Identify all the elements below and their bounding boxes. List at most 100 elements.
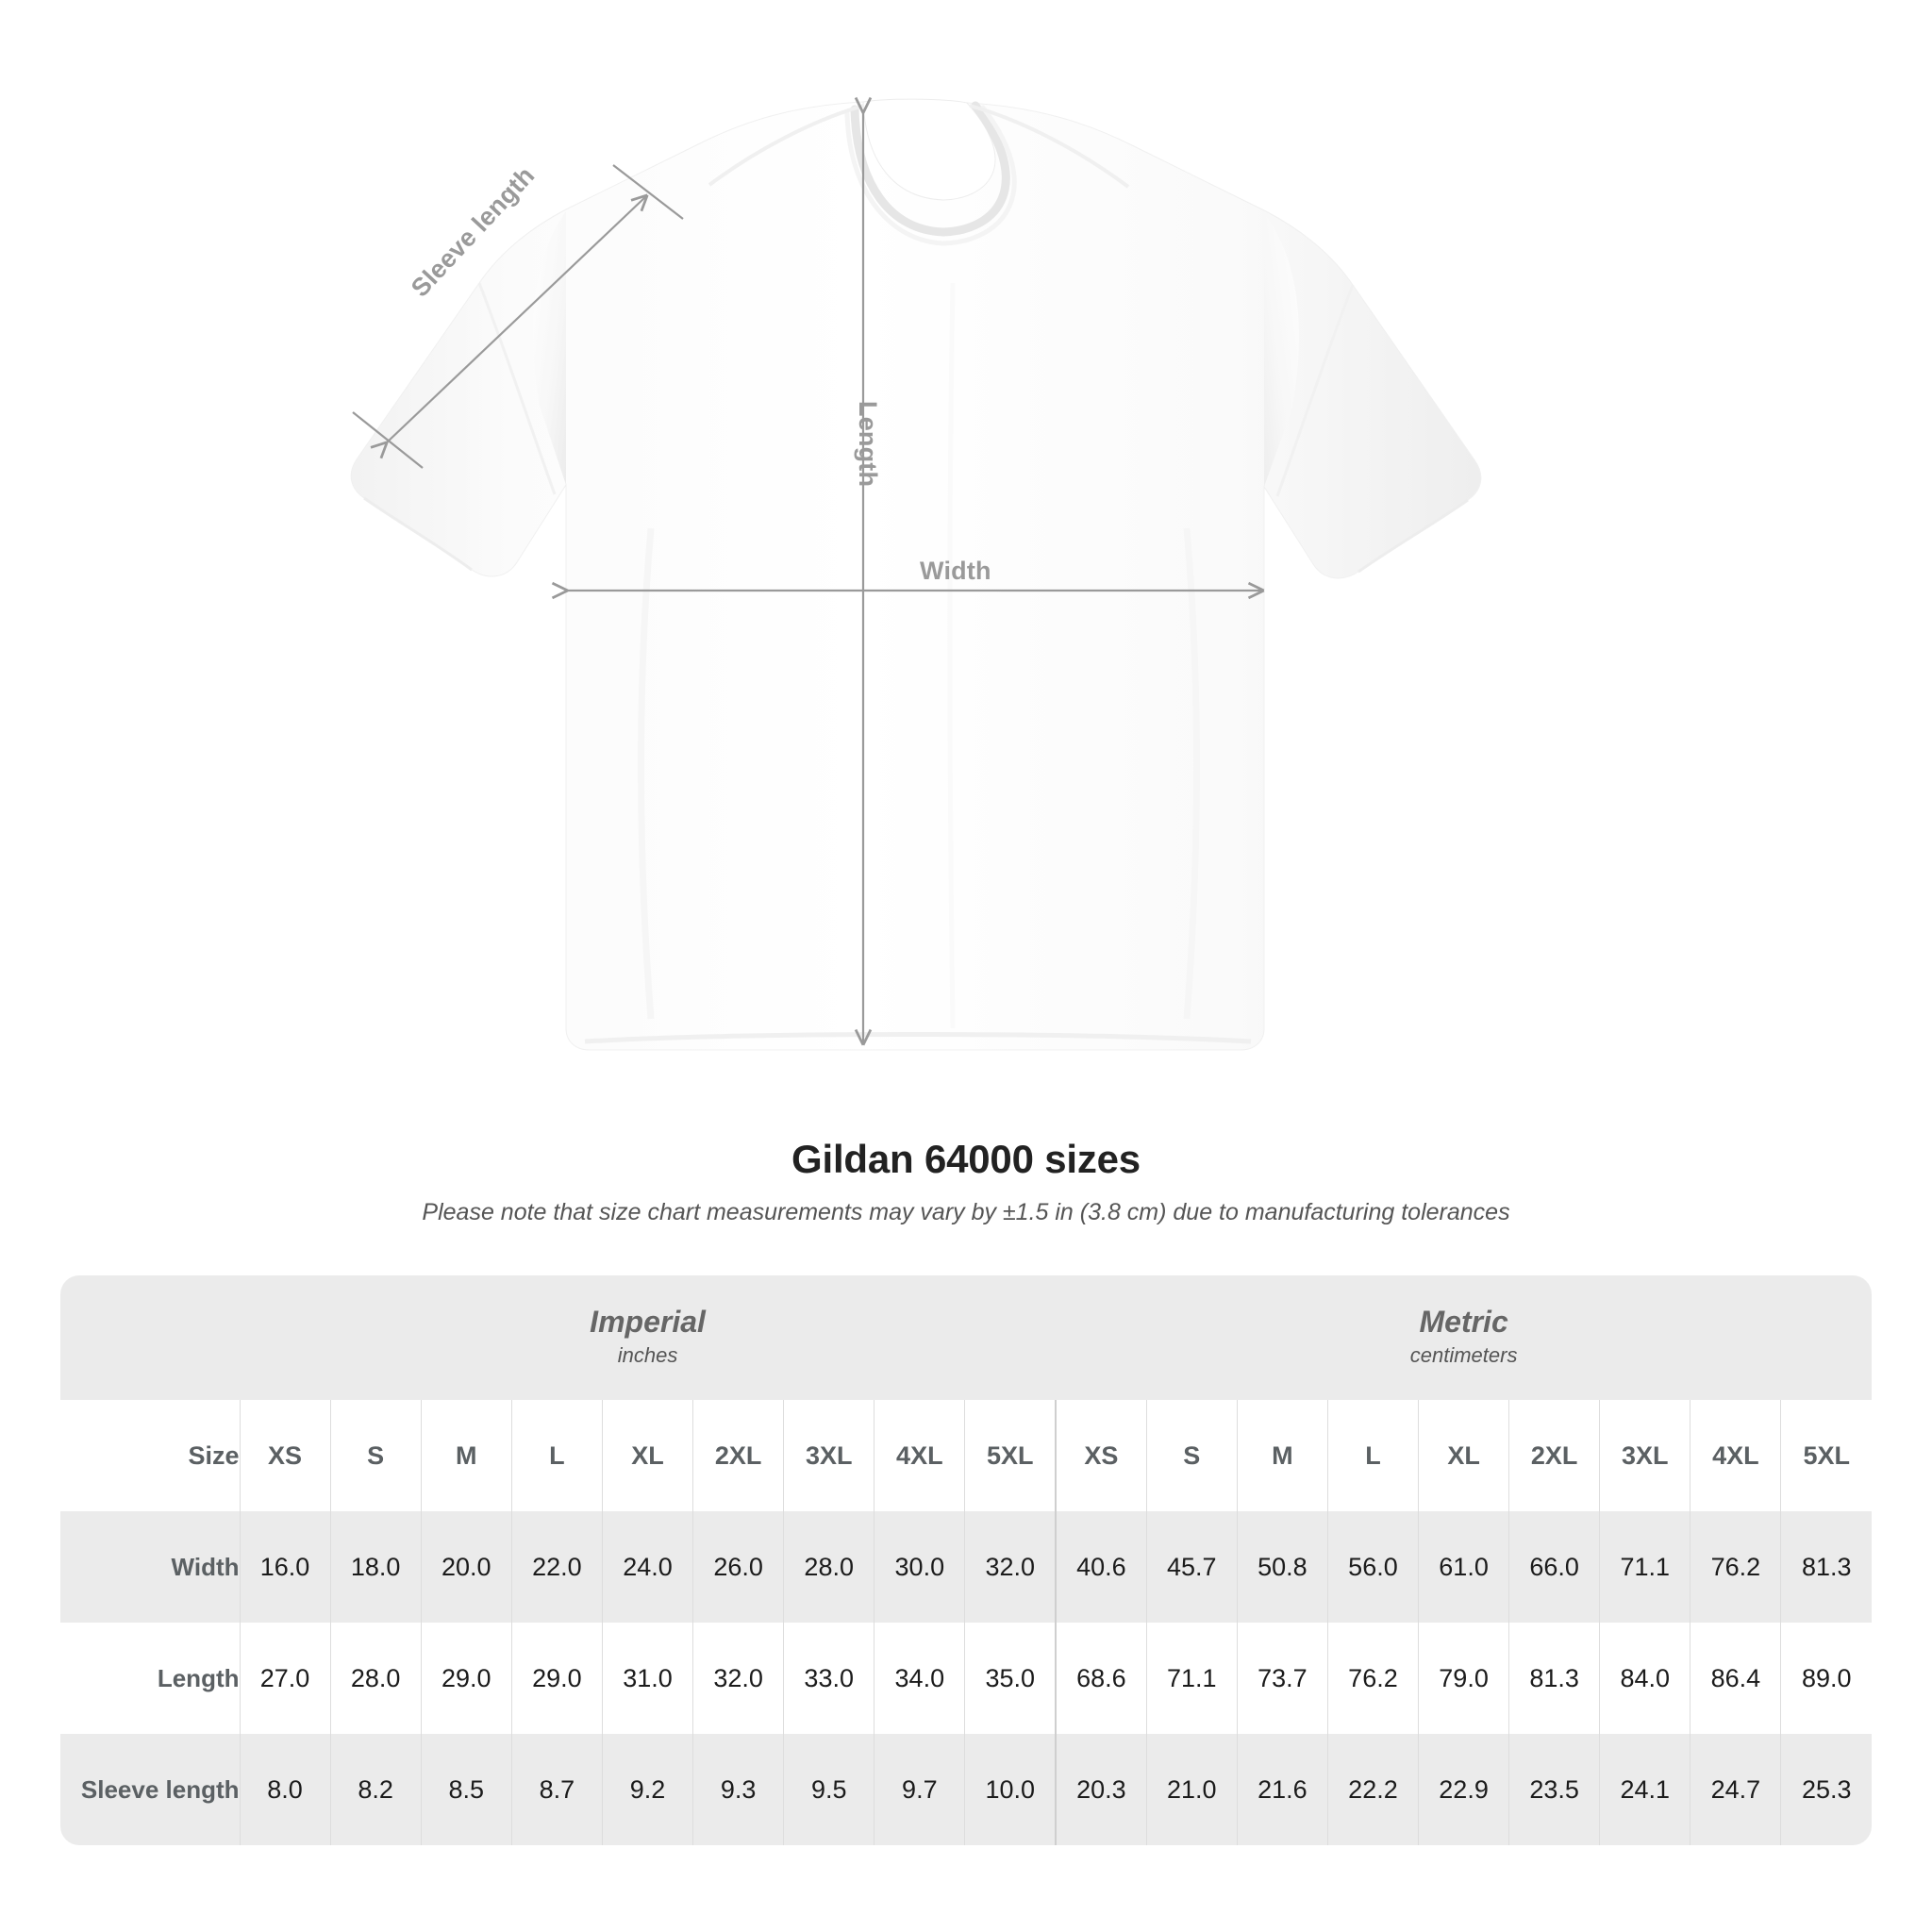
cell-imperial-3XL: 33.0 [783, 1623, 874, 1734]
cell-imperial-XS: 16.0 [239, 1511, 331, 1623]
cell-metric-S: 45.7 [1145, 1511, 1238, 1623]
cell-metric-4XL: 24.7 [1690, 1734, 1781, 1845]
size-header-cell: XL [601, 1400, 693, 1511]
width-label: Width [920, 557, 991, 585]
shirt-shape [350, 98, 1482, 1051]
sleeve-tick-top [612, 164, 684, 220]
cell-metric-5XL: 81.3 [1780, 1511, 1873, 1623]
cell-metric-S: 71.1 [1145, 1623, 1238, 1734]
size-header-cell: XS [1055, 1400, 1147, 1511]
unit-header-sub: inches [617, 1342, 678, 1367]
size-header-cell: M [420, 1400, 512, 1511]
cell-imperial-XL: 31.0 [601, 1623, 693, 1734]
cell-imperial-S: 8.2 [329, 1734, 422, 1845]
row-label-sleeve-length: Sleeve length [60, 1734, 240, 1845]
sleeve-dimension-line [370, 193, 649, 459]
cell-imperial-5XL: 32.0 [964, 1511, 1057, 1623]
cell-metric-XL: 22.9 [1418, 1734, 1509, 1845]
row-label-width: Width [60, 1511, 240, 1623]
size-chart-table: Imperial inches Metric centimeters Size XS S M L… [60, 1275, 1873, 1845]
size-header-cell: XL [1418, 1400, 1509, 1511]
cell-imperial-M: 29.0 [420, 1623, 512, 1734]
length-label: Length [854, 401, 882, 488]
size-header-cell: L [510, 1400, 603, 1511]
size-header-cell: 3XL [1599, 1400, 1690, 1511]
cell-imperial-2XL: 32.0 [692, 1623, 784, 1734]
cell-metric-3XL: 24.1 [1599, 1734, 1690, 1845]
cell-imperial-3XL: 28.0 [783, 1511, 874, 1623]
unit-banner-row: Imperial inches Metric centimeters [60, 1275, 1873, 1400]
cell-metric-XS: 68.6 [1055, 1623, 1147, 1734]
table-row: Length 27.0 28.0 29.0 29.0 31.0 32.0 33.0 34.0 35… [60, 1623, 1873, 1734]
cell-imperial-2XL: 9.3 [692, 1734, 784, 1845]
cell-imperial-L: 8.7 [510, 1734, 603, 1845]
size-header-row: Size XS S M L XL 2XL 3XL 4XL 5XL XS S M L XL 2XL 3XL 4XL 5… [60, 1400, 1873, 1511]
size-header-cell: 5XL [964, 1400, 1057, 1511]
measurement-lines [352, 96, 1265, 1046]
cell-imperial-L: 29.0 [510, 1623, 603, 1734]
cell-metric-2XL: 23.5 [1508, 1734, 1600, 1845]
page-subtitle: Please note that size chart measurements… [422, 1199, 1510, 1225]
cell-metric-XS: 20.3 [1055, 1734, 1147, 1845]
cell-imperial-L: 22.0 [510, 1511, 603, 1623]
cell-metric-2XL: 66.0 [1508, 1511, 1600, 1623]
cell-metric-4XL: 76.2 [1690, 1511, 1781, 1623]
cell-imperial-S: 18.0 [329, 1511, 422, 1623]
unit-header-name: Imperial [590, 1305, 706, 1340]
cell-metric-3XL: 84.0 [1599, 1623, 1690, 1734]
size-header-cell: 3XL [783, 1400, 874, 1511]
size-header-label: Size [60, 1400, 240, 1511]
cell-imperial-XL: 9.2 [601, 1734, 693, 1845]
cell-imperial-4XL: 34.0 [874, 1623, 965, 1734]
cell-metric-S: 21.0 [1145, 1734, 1238, 1845]
cell-imperial-5XL: 35.0 [964, 1623, 1057, 1734]
size-header-cell: 5XL [1780, 1400, 1873, 1511]
shirt-diagram: Sleeve length Length Width [350, 96, 1482, 1051]
cell-metric-XL: 79.0 [1418, 1623, 1509, 1734]
cell-imperial-M: 8.5 [420, 1734, 512, 1845]
cell-imperial-2XL: 26.0 [692, 1511, 784, 1623]
cell-metric-XL: 61.0 [1418, 1511, 1509, 1623]
cell-metric-L: 56.0 [1326, 1511, 1419, 1623]
cell-metric-M: 21.6 [1236, 1734, 1328, 1845]
cell-metric-5XL: 89.0 [1780, 1623, 1873, 1734]
cell-metric-4XL: 86.4 [1690, 1623, 1781, 1734]
size-header-cell: 2XL [1508, 1400, 1600, 1511]
table-row: Sleeve length 8.0 8.2 8.5 8.7 9.2 9.3 9.5 9.7 10.… [60, 1734, 1873, 1845]
table-row: Width 16.0 18.0 20.0 22.0 24.0 26.0 28.0 30.0 32.… [60, 1511, 1873, 1623]
page-title: Gildan 64000 sizes [791, 1137, 1141, 1181]
cell-imperial-3XL: 9.5 [783, 1734, 874, 1845]
size-chart-table-container: Imperial inches Metric centimeters Size XS S M L… [60, 1275, 1873, 1845]
cell-imperial-M: 20.0 [420, 1511, 512, 1623]
cell-metric-3XL: 71.1 [1599, 1511, 1690, 1623]
cell-metric-M: 73.7 [1236, 1623, 1328, 1734]
size-chart-heading: Gildan 64000 sizes Please note that size… [0, 1137, 1932, 1226]
cell-metric-L: 76.2 [1326, 1623, 1419, 1734]
cell-imperial-XL: 24.0 [601, 1511, 693, 1623]
size-header-cell: 4XL [874, 1400, 965, 1511]
cell-imperial-XS: 8.0 [239, 1734, 331, 1845]
shirt-illustration [350, 96, 1482, 1051]
unit-header-sub: centimeters [1409, 1342, 1518, 1367]
size-header-cell: L [1326, 1400, 1419, 1511]
cell-metric-XS: 40.6 [1055, 1511, 1147, 1623]
size-header-cell: S [1145, 1400, 1238, 1511]
cell-metric-M: 50.8 [1236, 1511, 1328, 1623]
unit-header-metric: Metric centimeters [1056, 1275, 1873, 1400]
cell-imperial-5XL: 10.0 [964, 1734, 1057, 1845]
size-header-cell: S [329, 1400, 422, 1511]
cell-imperial-4XL: 30.0 [874, 1511, 965, 1623]
size-header-cell: XS [239, 1400, 331, 1511]
unit-banner-spacer [60, 1275, 240, 1400]
cell-imperial-S: 28.0 [329, 1623, 422, 1734]
cell-metric-2XL: 81.3 [1508, 1623, 1600, 1734]
cell-metric-L: 22.2 [1326, 1734, 1419, 1845]
size-header-cell: 4XL [1690, 1400, 1781, 1511]
row-label-length: Length [60, 1623, 240, 1734]
cell-imperial-4XL: 9.7 [874, 1734, 965, 1845]
unit-header-name: Metric [1419, 1305, 1508, 1340]
sleeve-tick-bottom [352, 411, 424, 469]
unit-header-imperial: Imperial inches [240, 1275, 1057, 1400]
cell-metric-5XL: 25.3 [1780, 1734, 1873, 1845]
size-header-cell: 2XL [692, 1400, 784, 1511]
